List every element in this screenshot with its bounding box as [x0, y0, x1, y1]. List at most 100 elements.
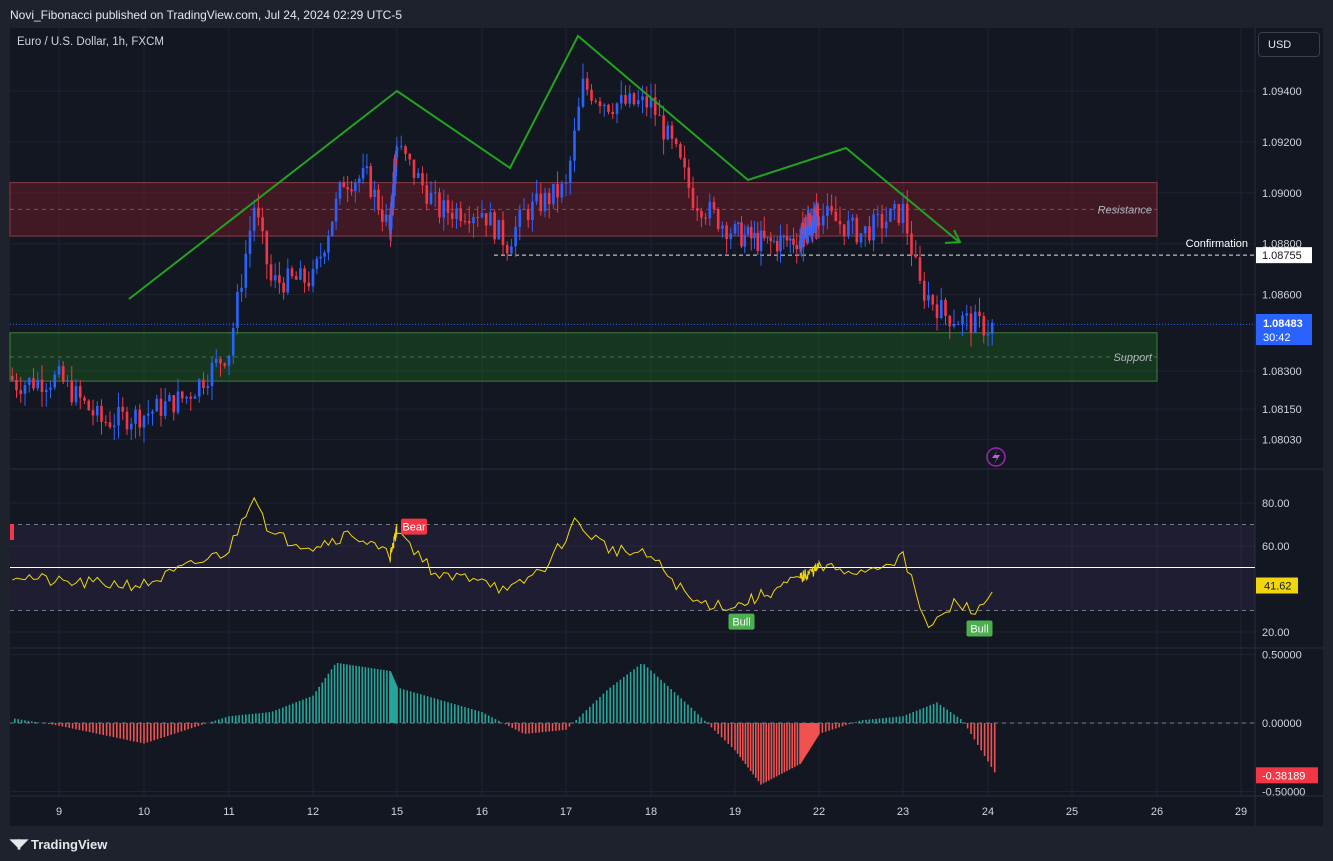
candle-body — [746, 226, 750, 235]
candle-body — [53, 374, 57, 388]
candle-body — [743, 234, 747, 247]
candle-body — [323, 252, 326, 257]
candle-body — [273, 275, 277, 281]
candle-body — [944, 299, 947, 316]
candle-body — [679, 143, 682, 158]
date-tick: 19 — [729, 806, 741, 818]
candle-body — [395, 147, 399, 151]
candle-body — [168, 395, 171, 402]
date-tick: 29 — [1235, 806, 1247, 818]
lightning-icon — [986, 447, 1006, 467]
candle-body — [615, 103, 619, 115]
candle-body — [749, 226, 753, 239]
candle-body — [350, 189, 353, 192]
head-and-shoulders-line — [128, 34, 959, 300]
rsi-tick: 20.00 — [1262, 627, 1290, 639]
bull-signal-badge — [966, 620, 993, 637]
candle-body — [455, 208, 458, 220]
candle-body — [712, 201, 716, 209]
candle-body — [416, 173, 420, 178]
candle-body — [779, 236, 782, 252]
candle-body — [547, 192, 551, 205]
candle-body — [695, 208, 699, 211]
date-tick: 17 — [560, 806, 572, 818]
candle-body — [666, 125, 670, 140]
candle-body — [404, 146, 407, 154]
candle-body — [129, 423, 133, 430]
candle-body — [922, 280, 926, 301]
candle-body — [982, 316, 986, 336]
candle-body — [176, 391, 180, 413]
currency-button[interactable]: USD — [1258, 32, 1320, 57]
candle-body — [965, 313, 969, 316]
candle-body — [756, 232, 760, 251]
candle-body — [931, 295, 935, 305]
candle-body — [811, 227, 815, 235]
candle-body — [649, 97, 653, 108]
candle-body — [15, 380, 18, 391]
candle-body — [57, 366, 61, 375]
date-tick: 22 — [813, 806, 825, 818]
candle-body — [636, 100, 640, 105]
candle-body — [863, 226, 867, 234]
candle-body — [172, 395, 176, 413]
candle-body — [334, 198, 338, 222]
candle-body — [244, 253, 248, 288]
candle-body — [935, 304, 939, 319]
candle-body — [552, 183, 555, 205]
candle-body — [146, 413, 150, 416]
candle-body — [518, 209, 522, 227]
histogram-tick: 0.50000 — [1262, 650, 1302, 662]
candle-body — [278, 275, 281, 283]
candle-body — [223, 363, 227, 366]
candle-body — [44, 389, 48, 393]
candle-body — [708, 201, 712, 219]
candle-body — [585, 78, 589, 90]
candle-body — [185, 396, 188, 399]
candle-body — [412, 159, 416, 178]
candle-body — [342, 182, 346, 188]
candle-body — [27, 378, 31, 385]
candle-body — [442, 200, 446, 218]
candle-body — [785, 236, 789, 241]
candle-body — [792, 238, 795, 245]
candle-body — [990, 322, 994, 334]
candle-body — [373, 189, 376, 197]
candle-body — [112, 425, 116, 428]
candle-body — [598, 101, 602, 107]
candle-body — [830, 206, 833, 212]
candle-body — [740, 222, 743, 247]
candle-body — [961, 315, 964, 324]
candle-body — [522, 208, 526, 210]
candle-body — [581, 78, 585, 107]
date-tick: 12 — [307, 806, 319, 818]
date-tick: 11 — [223, 806, 234, 818]
bull-signal-label: Bull — [732, 617, 750, 629]
candle-body — [590, 89, 593, 101]
price-tick: 1.08600 — [1262, 290, 1302, 302]
candle-body — [753, 232, 756, 239]
candle-body — [812, 216, 815, 228]
candle-body — [459, 208, 463, 222]
candle-body — [729, 233, 733, 240]
candle-body — [653, 97, 657, 115]
support-zone — [9, 332, 1158, 382]
date-tick: 16 — [476, 806, 488, 818]
candle-body — [240, 287, 243, 292]
candle-body — [531, 201, 534, 221]
support-label: Support — [1113, 352, 1152, 364]
candle-body — [395, 150, 399, 158]
candle-body — [282, 282, 285, 293]
candle-body — [155, 398, 159, 412]
candle-body — [927, 295, 930, 301]
candle-body — [134, 409, 137, 424]
pattern-arrow-head — [944, 229, 962, 244]
candle-body — [307, 282, 311, 287]
candle-body — [189, 396, 193, 399]
price-tick: 1.08300 — [1262, 366, 1302, 378]
candle-body — [476, 217, 480, 219]
candle-body — [514, 226, 517, 247]
tradingview-logo[interactable]: ◥◤ TradingView — [10, 836, 107, 852]
candle-body — [40, 379, 44, 393]
